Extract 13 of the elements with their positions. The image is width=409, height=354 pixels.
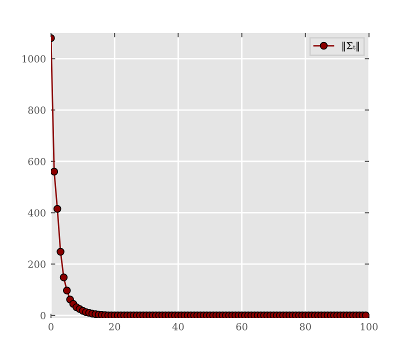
y-tick-label: 600 <box>28 158 46 166</box>
y-tick-label: 200 <box>28 260 46 268</box>
y-tick-label: 800 <box>28 106 46 114</box>
x-tick-label: 60 <box>236 323 248 330</box>
x-tick-label: 0 <box>48 323 54 330</box>
x-tick-label: 80 <box>300 323 311 330</box>
y-tick-label: 400 <box>28 209 46 217</box>
x-tick-label: 100 <box>360 323 378 330</box>
y-tick-label: 1000 <box>22 55 46 63</box>
x-tick-label: 20 <box>109 323 120 330</box>
x-tick-label: 40 <box>172 323 184 330</box>
legend-label: ‖Σ̄ₜ‖ <box>342 42 359 52</box>
y-tick-label: 0 <box>40 312 46 320</box>
